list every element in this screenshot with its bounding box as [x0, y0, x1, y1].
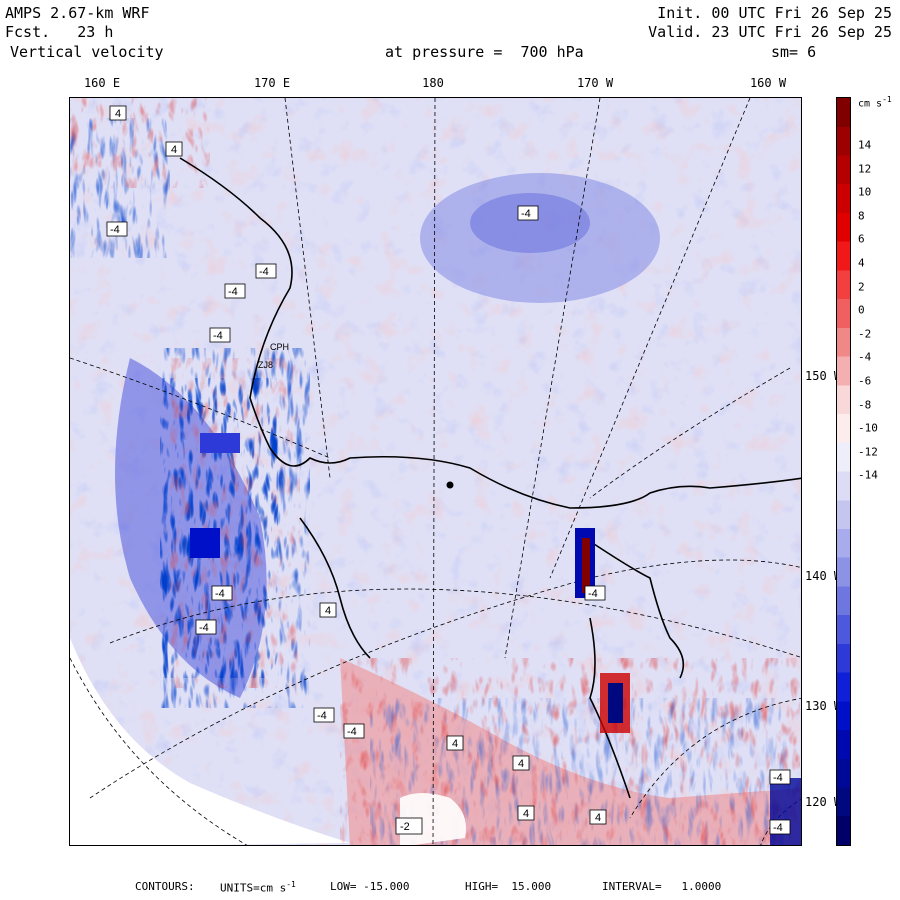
contour-label-text: 4	[452, 738, 458, 750]
lon-label-180: 180	[422, 76, 444, 90]
colorbar-units: cm s-1	[858, 95, 892, 109]
map-canvas: 4 4 -4 -4 -4 -4 -4 -4 -4 4 -4 -4 -4 -4 4…	[70, 98, 801, 845]
footer-interval: INTERVAL= 1.0000	[602, 880, 722, 893]
footer-units: UNITS=cm s-1	[220, 880, 296, 895]
contour-label-text: -4	[773, 822, 783, 834]
northern-blue-core	[470, 193, 590, 253]
contour-label-text: 4	[595, 812, 601, 824]
colorbar-tick-label: 8	[858, 209, 865, 223]
footer-low: LOW= -15.000	[330, 880, 410, 893]
model-title: AMPS 2.67-km WRF	[5, 4, 150, 22]
init-time: Init. 00 UTC Fri 26 Sep 25	[657, 4, 892, 22]
colorbar-tick-label: 12	[858, 162, 872, 176]
contour-label-text: -4	[228, 286, 238, 298]
colorbar-tick-label: -10	[858, 421, 878, 435]
graticule	[70, 98, 801, 845]
contour-label-text: 4	[171, 144, 177, 156]
valid-time: Valid. 23 UTC Fri 26 Sep 25	[648, 23, 892, 41]
forecast-label-text: Fcst.	[5, 23, 51, 41]
station-label: CPH	[270, 342, 289, 352]
colorbar	[836, 97, 851, 846]
southern-coastal-waves	[340, 658, 801, 845]
footer-units-text: UNITS=cm s	[220, 881, 287, 895]
smoothing: sm= 6	[771, 43, 817, 61]
colorbar-units-exponent: -1	[882, 95, 892, 104]
contour-labels: 4 4 -4 -4 -4 -4 -4 -4 -4 4 -4 -4 -4 -4 4…	[106, 105, 791, 835]
contour-label-text: 4	[115, 108, 121, 120]
colorbar-tick-label: 0	[858, 303, 865, 317]
colorbar-tick-label: -8	[858, 398, 872, 412]
colorbar-tick-label: 4	[858, 256, 865, 270]
station-markers: CPH ZJ8	[258, 342, 454, 489]
footer-contours: CONTOURS:	[135, 880, 195, 893]
footer-units-exponent: -1	[286, 880, 296, 889]
lon-label-160e: 160 E	[83, 76, 121, 90]
northwest-waves	[70, 98, 210, 258]
contour-label-text: -4	[215, 588, 225, 600]
domain-edge-mask	[70, 638, 350, 845]
contour-label-text: -4	[773, 772, 783, 784]
forecast-hour: 23 h	[77, 23, 114, 41]
field-name: Vertical velocity	[10, 43, 164, 61]
vertical-velocity-map: 4 4 -4 -4 -4 -4 -4 -4 -4 4 -4 -4 -4 -4 4…	[69, 97, 802, 846]
contour-label-text: 4	[325, 605, 331, 617]
contour-label-text: -4	[259, 266, 269, 278]
contour-label-text: -4	[347, 726, 357, 738]
colorbar-tick-label: -14	[858, 468, 878, 482]
contour-label-text: -4	[199, 622, 209, 634]
colorbar-units-text: cm s	[858, 98, 883, 110]
contour-label-text: -4	[110, 224, 120, 236]
contour-label-text: 4	[518, 758, 524, 770]
colorbar-tick-label: 10	[858, 185, 872, 199]
colorbar-tick-label: -4	[858, 350, 872, 364]
lon-label-170w: 170 W	[576, 76, 614, 90]
colorbar-tick-label: -12	[858, 445, 878, 459]
colorbar-tick-label: -6	[858, 374, 872, 388]
station-label: ZJ8	[258, 360, 273, 370]
forecast-label: Fcst. 23 h	[5, 23, 113, 41]
contour-label-text: 4	[523, 808, 529, 820]
footer-high: HIGH= 15.000	[465, 880, 552, 893]
lon-label-170e: 170 E	[253, 76, 291, 90]
lon-label-160w: 160 W	[749, 76, 787, 90]
pressure-level: at pressure = 700 hPa	[385, 43, 584, 61]
contour-label-text: -2	[400, 821, 410, 833]
colorbar-tick-label: 14	[858, 138, 872, 152]
contour-label-text: -4	[521, 208, 531, 220]
contour-label-text: -4	[588, 588, 598, 600]
colorbar-tick-label: -2	[858, 327, 872, 341]
transantarctic-waves	[115, 348, 310, 708]
colorbar-tick-label: 6	[858, 232, 865, 246]
contour-label-text: -4	[213, 330, 223, 342]
contour-label-text: -4	[317, 710, 327, 722]
colorbar-tick-label: 2	[858, 280, 865, 294]
coastline	[179, 157, 801, 799]
